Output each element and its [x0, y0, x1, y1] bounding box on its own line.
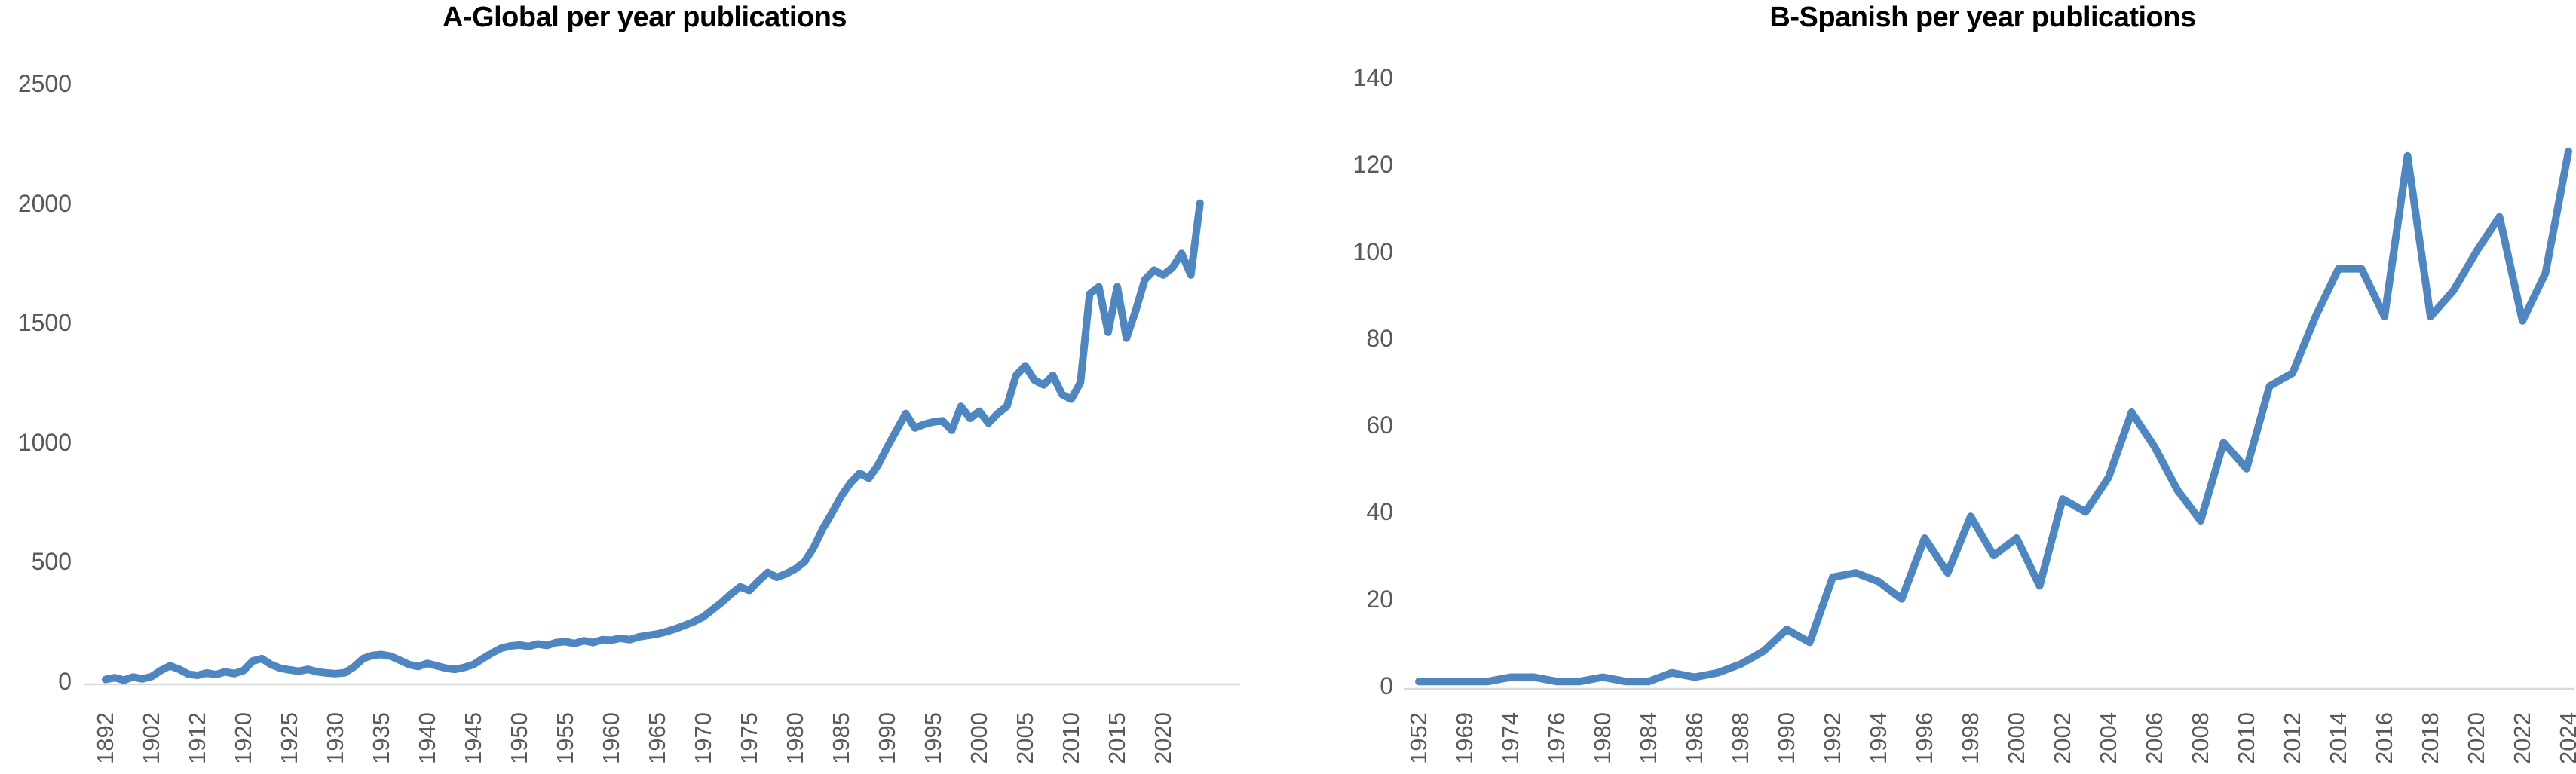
y-tick-label-global: 1500	[17, 309, 72, 337]
x-tick-label-spanish: 1990	[1773, 712, 1800, 764]
x-tick-label-global: 1950	[506, 712, 532, 764]
y-tick-label-spanish: 100	[1352, 237, 1393, 265]
x-tick-label-global: 1902	[138, 712, 164, 764]
x-tick-label-spanish: 1984	[1635, 712, 1662, 764]
x-tick-label-global: 2010	[1058, 712, 1084, 764]
x-tick-label-spanish: 2024	[2555, 712, 2576, 764]
x-tick-label-spanish: 2018	[2417, 712, 2443, 764]
y-tick-label-global: 500	[31, 548, 72, 576]
x-tick-label-spanish: 1974	[1497, 712, 1524, 764]
x-tick-label-global: 2020	[1150, 712, 1176, 764]
y-tick-label-spanish: 120	[1352, 151, 1393, 179]
x-tick-label-spanish: 2020	[2463, 712, 2489, 764]
y-tick-label-global: 0	[58, 668, 72, 695]
x-tick-label-global: 1920	[230, 712, 256, 764]
x-tick-label-global: 1930	[322, 712, 348, 764]
x-tick-label-global: 1985	[828, 712, 854, 764]
x-tick-label-global: 1975	[736, 712, 762, 764]
y-tick-label-spanish: 20	[1366, 585, 1393, 613]
x-tick-label-spanish: 1996	[1911, 712, 1937, 764]
x-tick-label-spanish: 1988	[1727, 712, 1754, 764]
x-tick-label-global: 2005	[1012, 712, 1038, 764]
x-tick-label-spanish: 1998	[1957, 712, 1983, 764]
x-tick-label-spanish: 2004	[2095, 712, 2121, 764]
series-line-global	[102, 199, 1204, 684]
x-tick-label-spanish: 1980	[1589, 712, 1616, 764]
x-tick-label-spanish: 2012	[2279, 712, 2305, 764]
x-tick-label-spanish: 2016	[2371, 712, 2397, 764]
y-tick-label-spanish: 40	[1366, 498, 1393, 526]
x-tick-label-spanish: 2000	[2003, 712, 2029, 764]
chart-a-title: A-Global per year publications	[442, 2, 847, 33]
y-tick-label-spanish: 60	[1366, 411, 1393, 439]
x-tick-label-global: 1960	[598, 712, 624, 764]
x-tick-label-spanish: 1976	[1543, 712, 1570, 764]
x-tick-label-global: 1995	[920, 712, 946, 764]
x-tick-label-global: 2000	[966, 712, 992, 764]
x-tick-label-spanish: 1952	[1405, 712, 1432, 764]
x-tick-label-global: 1980	[782, 712, 808, 764]
x-tick-label-global: 2015	[1104, 712, 1130, 764]
x-tick-label-spanish: 1986	[1681, 712, 1708, 764]
x-tick-label-spanish: 2002	[2049, 712, 2075, 764]
x-tick-label-global: 1935	[368, 712, 394, 764]
chart-b-title: B-Spanish per year publications	[1769, 2, 2196, 33]
x-tick-label-global: 1965	[644, 712, 670, 764]
series-line-spanish	[1415, 148, 2572, 686]
x-tick-label-spanish: 2022	[2509, 712, 2535, 764]
x-tick-label-spanish: 2014	[2325, 712, 2351, 764]
x-tick-label-global: 1912	[184, 712, 210, 764]
x-tick-label-spanish: 1992	[1819, 712, 1845, 764]
x-tick-label-global: 1955	[552, 712, 578, 764]
x-tick-label-global: 1970	[690, 712, 716, 764]
x-tick-label-spanish: 2010	[2233, 712, 2259, 764]
x-tick-label-spanish: 1994	[1865, 712, 1891, 764]
x-tick-label-global: 1945	[460, 712, 486, 764]
x-tick-label-spanish: 2008	[2187, 712, 2213, 764]
y-tick-label-spanish: 80	[1366, 324, 1393, 352]
y-tick-label-spanish: 0	[1380, 672, 1393, 699]
x-tick-label-global: 1925	[276, 712, 302, 764]
y-tick-label-global: 2500	[17, 70, 72, 97]
y-tick-label-global: 2000	[17, 189, 72, 217]
x-tick-label-global: 1892	[92, 712, 118, 764]
y-tick-label-global: 1000	[17, 428, 72, 456]
x-tick-label-spanish: 1969	[1451, 712, 1478, 764]
x-tick-label-global: 1940	[414, 712, 440, 764]
x-tick-label-spanish: 2006	[2141, 712, 2167, 764]
x-tick-label-global: 1990	[874, 712, 900, 764]
y-tick-label-spanish: 140	[1352, 64, 1393, 91]
